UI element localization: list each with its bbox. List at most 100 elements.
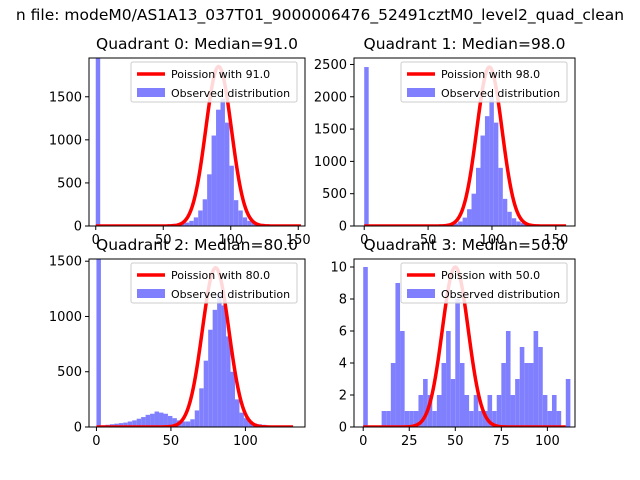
histogram-bar (493, 122, 499, 226)
x-tick-label: 50 (420, 233, 437, 248)
histogram-bar (565, 379, 571, 427)
histogram-bar (150, 413, 155, 427)
histogram-bar (229, 165, 234, 226)
subplot-title: Quadrant 1: Median=98.0 (364, 35, 566, 53)
histogram-bar (516, 221, 521, 226)
histogram-bar (502, 198, 508, 226)
histogram-bar (475, 167, 481, 226)
histogram-bar (498, 167, 503, 226)
x-tick-label: 100 (535, 434, 560, 449)
histogram-bar (556, 411, 562, 427)
histogram-bar (441, 363, 447, 427)
histogram-bars (96, 259, 294, 427)
legend: Poission with 91.0 Observed distribution (130, 61, 298, 103)
histogram-bars (95, 58, 301, 226)
histogram-bar (524, 363, 529, 427)
legend-line-label: Poission with 91.0 (171, 68, 270, 81)
histogram-bar (432, 411, 437, 427)
histogram-bar (96, 259, 101, 427)
x-tick-label: 0 (92, 233, 100, 248)
histogram-bars (363, 267, 571, 427)
histogram-bar (363, 267, 368, 427)
legend-box (130, 262, 298, 304)
poisson-curve (96, 265, 294, 427)
histogram-bar (212, 309, 218, 427)
subplot-title: Quadrant 3: Median=50.0 (364, 236, 566, 254)
legend-bar-label: Observed distribution (441, 288, 560, 301)
x-tick-label: 50 (163, 434, 180, 449)
histogram-bar (409, 411, 414, 427)
histogram-bar (221, 305, 227, 427)
histogram-bar (189, 220, 194, 226)
y-tick-label: 1500 (314, 123, 347, 138)
histogram-bar (480, 135, 485, 226)
histogram-bar (390, 363, 396, 427)
histogram-bar (519, 347, 525, 427)
histogram-bar (455, 299, 460, 427)
histogram-bar (194, 410, 200, 427)
x-tick-label: 150 (286, 233, 311, 248)
histogram-bar (542, 395, 548, 427)
x-tick-label: 75 (493, 434, 510, 449)
legend-bar-swatch (137, 88, 165, 97)
histogram-bar (154, 411, 160, 427)
histogram-bar (450, 379, 456, 427)
histogram-bar (462, 217, 468, 226)
x-tick-label: 0 (92, 434, 100, 449)
histogram-bar (515, 379, 520, 427)
y-tick-label: 0 (339, 421, 347, 436)
y-tick-label: 1500 (49, 90, 82, 105)
histogram-bar (247, 220, 252, 226)
histogram-bar (458, 221, 463, 226)
y-tick-label: 4 (339, 357, 347, 372)
histogram-bar (364, 67, 369, 226)
histogram-bar (496, 395, 502, 427)
histogram-bar (469, 411, 474, 427)
histogram-bar (199, 388, 204, 427)
histogram-bar (520, 223, 526, 226)
histogram-bar (547, 411, 552, 427)
histogram-bar (220, 98, 225, 226)
histogram-bar (473, 395, 479, 427)
histogram-bar (123, 422, 128, 427)
legend-bar-swatch (407, 88, 435, 97)
histogram-bar (404, 411, 410, 427)
histogram-bar (118, 423, 124, 427)
histogram-bar (418, 395, 424, 427)
x-tick-label: 100 (480, 233, 505, 248)
histogram-bar (242, 217, 248, 226)
y-tick-label: 0 (74, 220, 82, 235)
histogram-bar (238, 210, 243, 226)
histogram-bar (501, 363, 506, 427)
legend-line-label: Poission with 80.0 (171, 269, 270, 282)
legend-box (400, 61, 568, 103)
histogram-bar (217, 294, 222, 427)
histogram-bar (185, 421, 191, 427)
y-tick-label: 1500 (49, 255, 82, 270)
legend-line-label: Poission with 50.0 (441, 269, 540, 282)
histogram-bar (413, 411, 419, 427)
histogram-bar (226, 336, 231, 427)
histogram-bar (193, 217, 199, 226)
legend-bar-label: Observed distribution (441, 87, 560, 100)
legend-bar-swatch (407, 289, 435, 298)
x-tick-label: 50 (447, 434, 464, 449)
legend: Poission with 50.0 Observed distribution (400, 262, 568, 304)
histogram-bar (207, 174, 212, 226)
histogram-bar (230, 371, 235, 427)
histogram-bar (203, 360, 209, 427)
histogram-bar (459, 363, 465, 427)
histogram-bar (145, 414, 151, 427)
histogram-bar (467, 209, 472, 226)
y-tick-label: 2 (339, 389, 347, 404)
legend-box (400, 262, 568, 304)
y-tick-label: 1000 (314, 155, 347, 170)
histogram-bar (136, 418, 142, 427)
plot-frame (88, 258, 306, 428)
histogram-bar (400, 331, 405, 427)
histogram-bar (233, 200, 239, 226)
histogram-bar (538, 347, 543, 427)
